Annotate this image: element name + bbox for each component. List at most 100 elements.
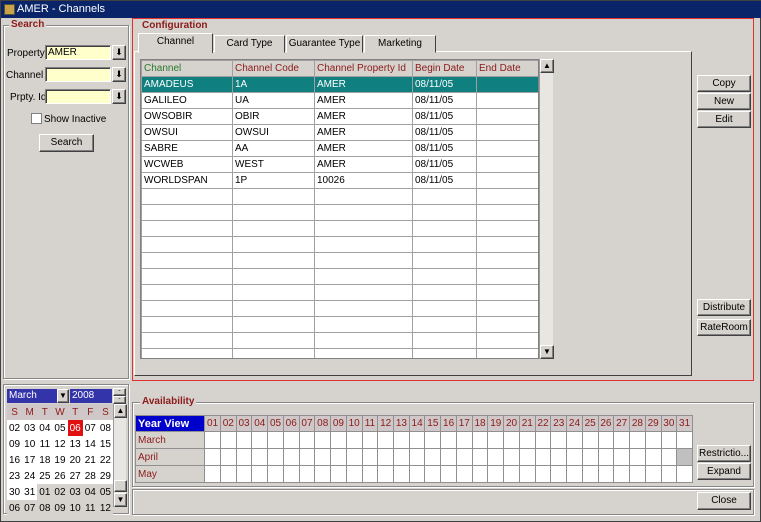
- availability-cell[interactable]: [644, 465, 662, 483]
- availability-cell[interactable]: [377, 465, 395, 483]
- availability-cell[interactable]: [251, 448, 269, 466]
- availability-cell[interactable]: [361, 448, 379, 466]
- availability-cell[interactable]: [534, 431, 552, 449]
- availability-cell[interactable]: [235, 465, 253, 483]
- availability-cell[interactable]: [550, 465, 568, 483]
- availability-cell[interactable]: [204, 448, 221, 466]
- table-row[interactable]: [141, 188, 538, 205]
- calendar-day[interactable]: 20: [69, 454, 81, 466]
- calendar-day[interactable]: 15: [99, 438, 111, 450]
- calendar-day[interactable]: 30: [9, 486, 21, 498]
- availability-cell[interactable]: [314, 465, 332, 483]
- availability-cell[interactable]: [660, 448, 678, 466]
- availability-cell[interactable]: [298, 465, 316, 483]
- calendar-day[interactable]: 12: [97, 500, 113, 516]
- search-button[interactable]: Search: [39, 134, 94, 152]
- calendar-day[interactable]: 10: [24, 438, 36, 450]
- calendar-day[interactable]: 19: [54, 454, 66, 466]
- availability-cell[interactable]: [377, 431, 395, 449]
- availability-cell[interactable]: [566, 465, 583, 483]
- availability-cell[interactable]: [204, 465, 221, 483]
- column-header-channel[interactable]: Channel: [141, 60, 233, 77]
- availability-cell[interactable]: [424, 448, 442, 466]
- availability-cell[interactable]: [204, 431, 221, 449]
- tab-card-type[interactable]: Card Type: [214, 35, 285, 53]
- calendar-day[interactable]: 04: [39, 422, 51, 434]
- availability-cell[interactable]: [660, 465, 678, 483]
- year-field[interactable]: 2008: [70, 389, 112, 403]
- availability-cell[interactable]: [503, 465, 520, 483]
- availability-cell[interactable]: [629, 465, 646, 483]
- availability-cell[interactable]: [487, 448, 505, 466]
- availability-cell[interactable]: [424, 465, 442, 483]
- table-row[interactable]: WORLDSPAN 1P 10026 08/11/05: [141, 172, 538, 189]
- calendar-day[interactable]: 05: [54, 422, 66, 434]
- calendar-scroll-down-icon[interactable]: ▼: [114, 493, 127, 507]
- availability-cell[interactable]: [408, 431, 426, 449]
- calendar-day[interactable]: 26: [54, 470, 66, 482]
- calendar-day[interactable]: 16: [9, 454, 21, 466]
- availability-cell[interactable]: [440, 431, 457, 449]
- availability-cell[interactable]: [613, 448, 631, 466]
- tab-channel[interactable]: Channel: [138, 33, 213, 53]
- calendar-scroll-up-icon[interactable]: ▲: [114, 404, 127, 418]
- availability-cell[interactable]: [282, 448, 300, 466]
- table-row[interactable]: [141, 236, 538, 253]
- calendar-day[interactable]: 02: [9, 422, 21, 434]
- calendar-day[interactable]: 03: [67, 484, 83, 500]
- prpty-id-dropdown-button[interactable]: ⬇: [112, 89, 126, 104]
- availability-cell[interactable]: [566, 431, 583, 449]
- table-row[interactable]: [141, 300, 538, 317]
- year-down-button[interactable]: -: [113, 396, 126, 404]
- calendar-day[interactable]: 22: [99, 454, 111, 466]
- availability-cell[interactable]: [393, 448, 410, 466]
- availability-cell[interactable]: [235, 448, 253, 466]
- table-row[interactable]: SABRE AA AMER 08/11/05: [141, 140, 538, 157]
- column-header-channel-code[interactable]: Channel Code: [232, 60, 315, 77]
- calendar-day[interactable]: 18: [39, 454, 51, 466]
- availability-cell[interactable]: [440, 465, 457, 483]
- availability-cell[interactable]: [581, 431, 599, 449]
- availability-cell[interactable]: [330, 431, 347, 449]
- expand-button[interactable]: Expand: [697, 463, 751, 480]
- column-header-channel-property-id[interactable]: Channel Property Id: [314, 60, 413, 77]
- scroll-up-icon[interactable]: ▲: [540, 59, 554, 73]
- calendar-day[interactable]: 14: [84, 438, 96, 450]
- availability-cell[interactable]: [629, 448, 646, 466]
- table-row[interactable]: [141, 204, 538, 221]
- table-row[interactable]: [141, 316, 538, 333]
- availability-cell[interactable]: [550, 431, 568, 449]
- availability-cell[interactable]: [377, 448, 395, 466]
- availability-cell[interactable]: [534, 465, 552, 483]
- chevron-down-icon[interactable]: ▼: [57, 389, 69, 403]
- calendar-day[interactable]: 04: [82, 484, 98, 500]
- availability-cell[interactable]: [424, 431, 442, 449]
- distribute-button[interactable]: Distribute: [697, 299, 751, 316]
- tab-marketing[interactable]: Marketing: [364, 35, 436, 53]
- copy-button[interactable]: Copy: [697, 75, 751, 92]
- availability-cell[interactable]: [455, 431, 473, 449]
- availability-cell[interactable]: [581, 448, 599, 466]
- table-row[interactable]: AMADEUS 1A AMER 08/11/05: [141, 76, 538, 93]
- availability-cell[interactable]: [629, 431, 646, 449]
- month-select[interactable]: March ▼: [7, 389, 69, 403]
- availability-cell[interactable]: [267, 465, 284, 483]
- table-row[interactable]: [141, 252, 538, 269]
- calendar-day[interactable]: 17: [24, 454, 36, 466]
- table-row[interactable]: OWSOBIR OBIR AMER 08/11/05: [141, 108, 538, 125]
- availability-cell[interactable]: [267, 448, 284, 466]
- table-row[interactable]: OWSUI OWSUI AMER 08/11/05: [141, 124, 538, 141]
- availability-cell[interactable]: [471, 448, 489, 466]
- availability-cell[interactable]: [219, 431, 237, 449]
- calendar-scrollbar[interactable]: ▲ ▼: [113, 404, 127, 507]
- availability-cell[interactable]: [408, 465, 426, 483]
- calendar-day[interactable]: 06: [67, 420, 83, 436]
- calendar-day[interactable]: 08: [37, 500, 53, 516]
- availability-cell[interactable]: [267, 431, 284, 449]
- availability-cell[interactable]: [455, 448, 473, 466]
- availability-cell[interactable]: [440, 448, 457, 466]
- calendar-day[interactable]: 12: [54, 438, 66, 450]
- table-row[interactable]: [141, 332, 538, 349]
- availability-cell[interactable]: [503, 431, 520, 449]
- calendar-day[interactable]: 09: [52, 500, 68, 516]
